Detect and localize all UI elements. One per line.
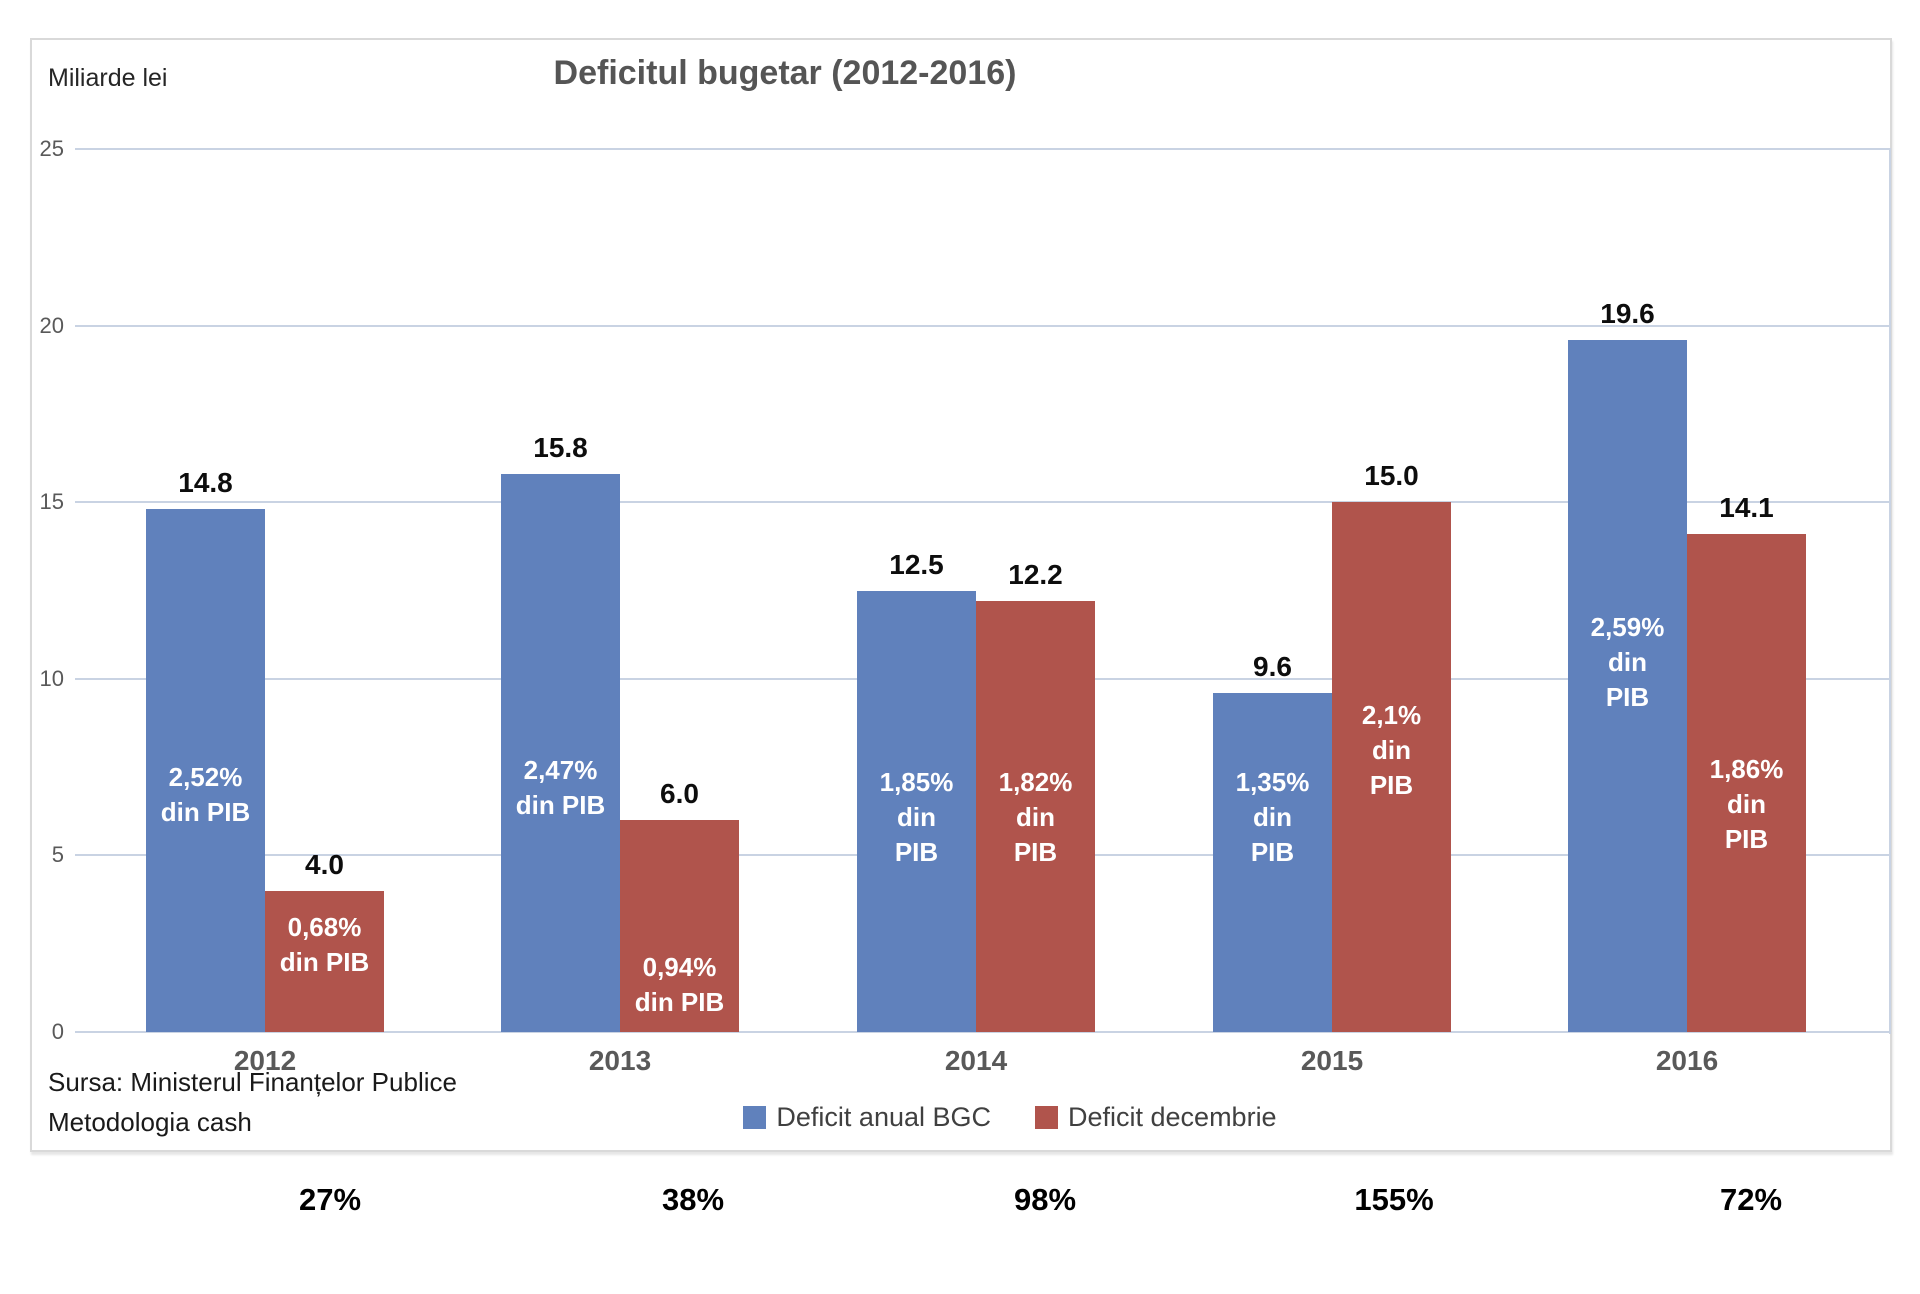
pib-line: 1,35% (1235, 766, 1310, 797)
bar-december-2015: 2,1% din PIB (1332, 502, 1451, 1032)
x-axis-label-2014: 2014 (944, 1045, 1008, 1076)
x-axis-label-2012: 2012 (233, 1045, 297, 1076)
y-axis-tick-label-25: 25 (39, 136, 64, 161)
source-line-2: Metodologia cash (48, 1107, 252, 1137)
pib-line: din (1372, 734, 1411, 765)
y-axis-tick-label-20: 20 (39, 312, 64, 338)
pib-line: 1,82% (998, 766, 1073, 797)
pib-share-label-december-2015: 2,1% din PIB (1332, 698, 1451, 803)
pib-share-label-december-2014: 1,82% din PIB (976, 765, 1095, 870)
percent-ratio-label-2013: 38% (661, 1182, 725, 1217)
pib-line: 2,1% (1361, 699, 1422, 730)
legend-swatch-annual (743, 1106, 767, 1129)
y-axis-tick-label-15: 15 (39, 489, 64, 515)
gridline-y-15 (75, 501, 1891, 504)
bar-december-2014: 1,82% din PIB (976, 601, 1095, 1032)
percent-ratio-label-2015: 155% (1354, 1182, 1434, 1217)
pib-line: din (897, 802, 936, 832)
pib-share-label-annual-2014: 1,85% din PIB (857, 765, 976, 870)
bar-value-label-annual-2013: 15.8 (533, 431, 588, 463)
bar-december-2012: 0,68% din PIB (265, 890, 384, 1032)
chart-title: Deficitul bugetar (2012-2016) (553, 54, 1017, 92)
bar-annual-2015: 1,35% din PIB (1213, 692, 1332, 1032)
pib-share-label-annual-2016: 2,59% din PIB (1568, 610, 1687, 715)
chart-legend: Deficit anual BGC Deficit decembrie (700, 1102, 1320, 1133)
pib-line: 1,85% (879, 767, 954, 797)
pib-line: din PIB (515, 789, 606, 820)
pib-line: din (1608, 646, 1647, 677)
x-axis-label-2015: 2015 (1300, 1045, 1364, 1076)
pib-line: PIB (1724, 823, 1769, 854)
bar-annual-2013: 2,47% din PIB (501, 473, 620, 1032)
pib-share-label-annual-2012: 2,52% din PIB (146, 760, 265, 830)
bar-value-label-annual-2014: 12.5 (889, 548, 944, 580)
x-axis-label-2016: 2016 (1655, 1045, 1719, 1076)
legend-label-december: Deficit decembrie (1068, 1102, 1277, 1132)
source-note: Sursa: Ministerul Finanțelor Publice Met… (48, 1062, 457, 1142)
y-axis-tick-label-0: 0 (51, 1019, 64, 1044)
pib-line: din PIB (279, 946, 370, 977)
bar-annual-2016: 2,59% din PIB (1568, 339, 1687, 1032)
pib-share-label-december-2013: 0,94% din PIB (620, 950, 739, 1020)
y-axis-tick-label-10: 10 (39, 665, 64, 691)
pib-line: 2,59% (1590, 611, 1665, 642)
percent-ratio-label-2016: 72% (1719, 1182, 1783, 1217)
pib-line: PIB (894, 837, 939, 867)
source-line-1: Sursa: Ministerul Finanțelor Publice (48, 1067, 457, 1097)
pib-line: din PIB (160, 796, 251, 827)
pib-line: din (1016, 801, 1055, 832)
legend-swatch-december (1035, 1106, 1058, 1129)
pib-share-label-december-2016: 1,86% din PIB (1687, 752, 1806, 857)
pib-share-label-annual-2013: 2,47% din PIB (501, 753, 620, 823)
pib-line: 1,86% (1709, 753, 1784, 784)
legend-item-deficit-anual: Deficit anual BGC (743, 1102, 991, 1133)
bar-annual-2012: 2,52% din PIB (146, 509, 265, 1032)
pib-line: 0,68% (287, 911, 362, 942)
bar-value-label-annual-2012: 14.8 (178, 467, 233, 499)
bar-value-label-december-2016: 14.1 (1719, 491, 1774, 523)
pib-line: din PIB (634, 986, 725, 1017)
pib-line: PIB (1250, 836, 1295, 867)
bar-value-label-december-2013: 6.0 (660, 778, 699, 810)
y-axis-tick-label-5: 5 (51, 842, 64, 868)
bar-value-label-december-2012: 4.0 (305, 848, 344, 880)
percent-ratio-label-2012: 27% (298, 1182, 362, 1217)
pib-line: 2,52% (168, 761, 243, 792)
pib-share-label-annual-2015: 1,35% din PIB (1213, 765, 1332, 870)
legend-item-deficit-decembrie: Deficit decembrie (1035, 1102, 1277, 1133)
bar-value-label-annual-2015: 9.6 (1253, 650, 1292, 682)
y-axis-unit-label: Miliarde lei (48, 64, 168, 92)
pib-line: PIB (1369, 769, 1414, 800)
bar-value-label-annual-2016: 19.6 (1600, 297, 1655, 329)
bar-value-label-december-2014: 12.2 (1008, 559, 1063, 591)
bar-december-2013: 0,94% din PIB (620, 820, 739, 1032)
bar-annual-2014: 1,85% din PIB (857, 590, 976, 1032)
x-axis-label-2013: 2013 (588, 1045, 652, 1076)
pib-line: 2,47% (523, 754, 598, 785)
gridline-y-25 (75, 148, 1891, 150)
pib-line: PIB (1013, 836, 1058, 867)
pib-line: 0,94% (642, 951, 717, 982)
plot-right-border (1889, 149, 1891, 1034)
percent-ratio-label-2014: 98% (1013, 1182, 1077, 1217)
gridline-y-0 (75, 1031, 1891, 1033)
pib-line: din (1253, 801, 1292, 832)
gridline-y-20 (75, 324, 1891, 327)
pib-line: PIB (1605, 681, 1650, 712)
pib-share-label-december-2012: 0,68% din PIB (265, 910, 384, 980)
bar-value-label-december-2015: 15.0 (1364, 460, 1419, 492)
bar-december-2016: 1,86% din PIB (1687, 533, 1806, 1032)
pib-line: din (1727, 788, 1766, 819)
legend-label-annual: Deficit anual BGC (776, 1102, 991, 1132)
